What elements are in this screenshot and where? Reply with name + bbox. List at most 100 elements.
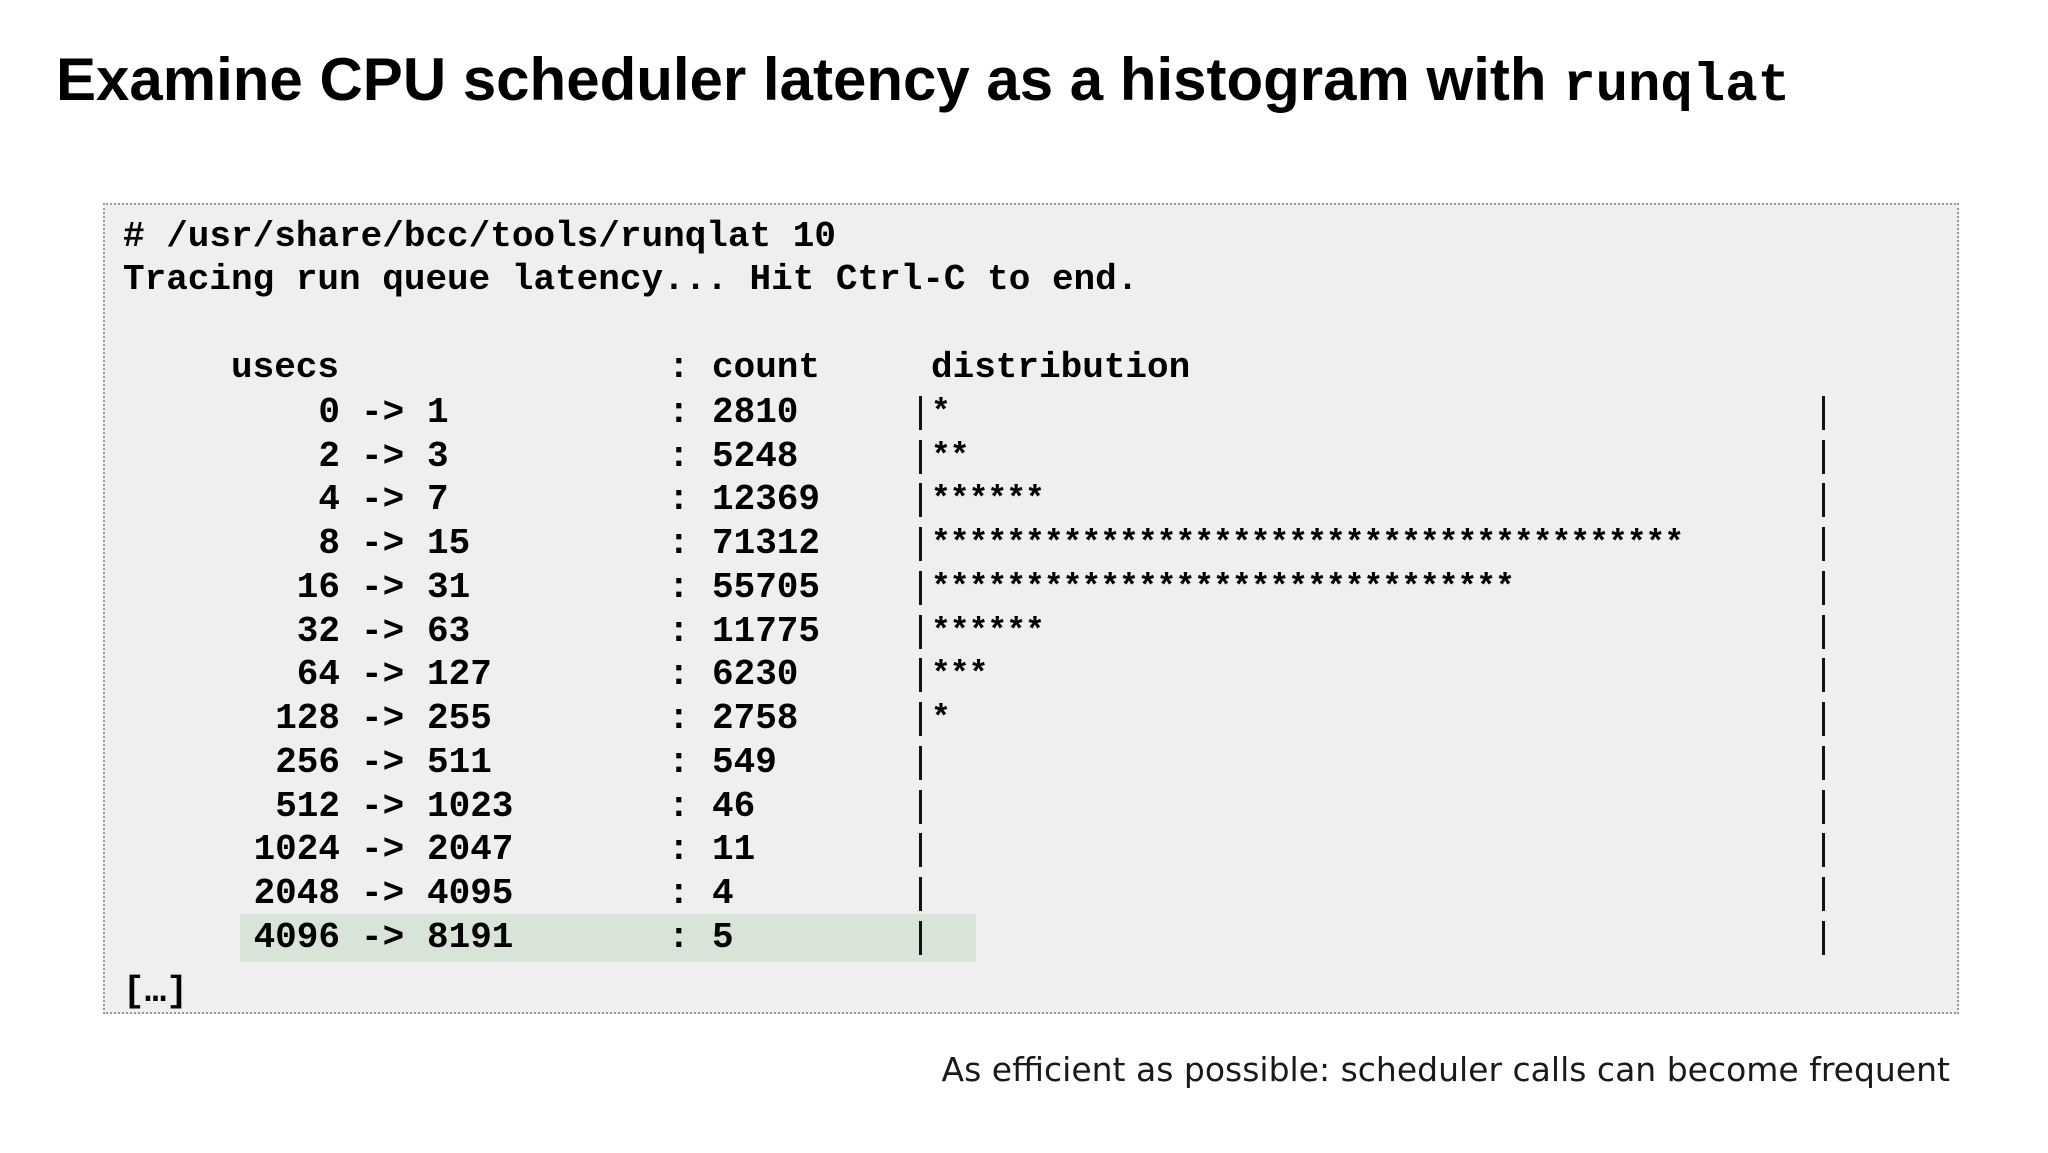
title-text: Examine CPU scheduler latency as a histo… xyxy=(56,46,1547,113)
bucket-count: 2810 xyxy=(712,392,799,433)
status-line: Tracing run queue latency... Hit Ctrl-C … xyxy=(123,259,1139,300)
bucket-low: 2048 xyxy=(253,873,340,914)
bucket-count: 6230 xyxy=(712,654,799,695)
row-separator: : xyxy=(668,654,690,695)
row-separator: : xyxy=(668,698,690,739)
bucket-arrow: -> xyxy=(361,392,405,433)
bucket-high: 7 xyxy=(427,479,449,520)
header-count: count xyxy=(712,347,821,388)
distribution-right-border xyxy=(1822,921,1825,955)
truncation-marker: […] xyxy=(123,971,188,1012)
bucket-high: 1023 xyxy=(427,786,514,827)
bucket-high: 3 xyxy=(427,436,449,477)
bucket-arrow: -> xyxy=(361,829,405,870)
bucket-high: 4095 xyxy=(427,873,514,914)
distribution-stars: **************************************** xyxy=(931,525,1684,562)
distribution-right-border xyxy=(1822,483,1825,517)
distribution-stars: ****** xyxy=(931,481,1045,518)
bucket-arrow: -> xyxy=(361,917,405,958)
bucket-high: 511 xyxy=(427,742,492,783)
bucket-high: 15 xyxy=(427,523,471,564)
bucket-high: 2047 xyxy=(427,829,514,870)
row-separator: : xyxy=(668,917,690,958)
distribution-left-border xyxy=(919,615,922,649)
bucket-count: 4 xyxy=(712,873,734,914)
bucket-count: 71312 xyxy=(712,523,821,564)
bucket-count: 11 xyxy=(712,829,756,870)
bucket-low: 8 xyxy=(318,523,340,564)
distribution-stars: ** xyxy=(931,438,970,475)
bucket-count: 549 xyxy=(712,742,777,783)
distribution-right-border xyxy=(1822,571,1825,605)
distribution-left-border xyxy=(919,746,922,780)
row-highlight xyxy=(240,914,976,962)
distribution-right-border xyxy=(1822,833,1825,867)
bucket-arrow: -> xyxy=(361,873,405,914)
row-separator: : xyxy=(668,567,690,608)
bucket-high: 31 xyxy=(427,567,471,608)
bucket-count: 5248 xyxy=(712,436,799,477)
bucket-count: 11775 xyxy=(712,611,821,652)
bucket-low: 1024 xyxy=(253,829,340,870)
bucket-arrow: -> xyxy=(361,523,405,564)
bucket-low: 512 xyxy=(275,786,340,827)
bucket-arrow: -> xyxy=(361,698,405,739)
header-distribution: distribution xyxy=(931,347,1191,388)
distribution-right-border xyxy=(1822,877,1825,911)
distribution-left-border xyxy=(919,483,922,517)
distribution-right-border xyxy=(1822,396,1825,430)
bucket-high: 63 xyxy=(427,611,471,652)
distribution-left-border xyxy=(919,527,922,561)
slide-title: Examine CPU scheduler latency as a histo… xyxy=(56,44,1790,123)
bucket-high: 1 xyxy=(427,392,449,433)
bucket-arrow: -> xyxy=(361,742,405,783)
bucket-high: 8191 xyxy=(427,917,514,958)
row-separator: : xyxy=(668,829,690,870)
bucket-low: 4 xyxy=(318,479,340,520)
bucket-arrow: -> xyxy=(361,479,405,520)
bucket-arrow: -> xyxy=(361,654,405,695)
distribution-left-border xyxy=(919,921,922,955)
row-separator: : xyxy=(668,873,690,914)
bucket-high: 255 xyxy=(427,698,492,739)
distribution-left-border xyxy=(919,571,922,605)
bucket-count: 55705 xyxy=(712,567,821,608)
distribution-left-border xyxy=(919,658,922,692)
distribution-stars: ****** xyxy=(931,613,1045,650)
bucket-low: 0 xyxy=(318,392,340,433)
distribution-left-border xyxy=(919,396,922,430)
distribution-stars: ******************************* xyxy=(931,569,1515,606)
command-line: # /usr/share/bcc/tools/runqlat 10 xyxy=(123,216,836,257)
distribution-left-border xyxy=(919,440,922,474)
distribution-right-border xyxy=(1822,527,1825,561)
distribution-left-border xyxy=(919,702,922,736)
row-separator: : xyxy=(668,611,690,652)
terminal-output: # /usr/share/bcc/tools/runqlat 10 Tracin… xyxy=(103,203,1959,1014)
bucket-count: 5 xyxy=(712,917,734,958)
distribution-right-border xyxy=(1822,658,1825,692)
row-separator: : xyxy=(668,392,690,433)
distribution-left-border xyxy=(919,877,922,911)
bucket-high: 127 xyxy=(427,654,492,695)
distribution-right-border xyxy=(1822,790,1825,824)
bucket-count: 2758 xyxy=(712,698,799,739)
header-unit: usecs xyxy=(231,347,340,388)
distribution-right-border xyxy=(1822,746,1825,780)
bucket-low: 32 xyxy=(296,611,340,652)
row-separator: : xyxy=(668,479,690,520)
distribution-left-border xyxy=(919,833,922,867)
bucket-low: 64 xyxy=(296,654,340,695)
header-separator: : xyxy=(668,347,690,388)
bucket-arrow: -> xyxy=(361,436,405,477)
title-code: runqlat xyxy=(1563,56,1791,117)
bucket-arrow: -> xyxy=(361,786,405,827)
distribution-right-border xyxy=(1822,615,1825,649)
row-separator: : xyxy=(668,742,690,783)
bucket-low: 256 xyxy=(275,742,340,783)
distribution-stars: *** xyxy=(931,656,988,693)
distribution-right-border xyxy=(1822,440,1825,474)
distribution-stars: * xyxy=(931,394,951,431)
bucket-arrow: -> xyxy=(361,611,405,652)
bucket-low: 16 xyxy=(296,567,340,608)
row-separator: : xyxy=(668,786,690,827)
